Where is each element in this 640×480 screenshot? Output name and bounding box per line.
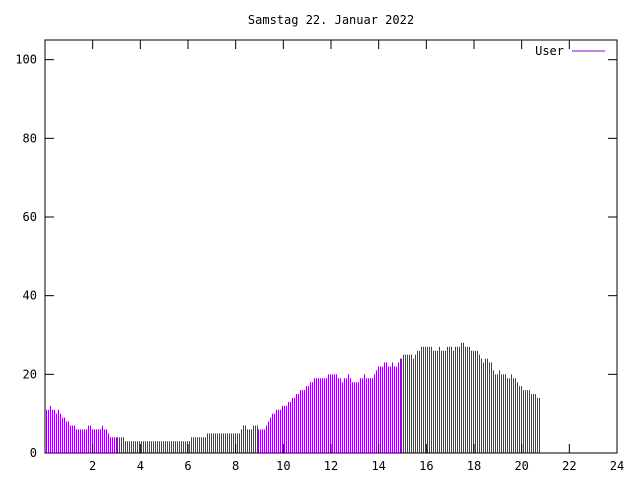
x-tick-label: 14 xyxy=(371,459,385,473)
chart-title: Samstag 22. Januar 2022 xyxy=(248,13,414,27)
y-tick-label: 40 xyxy=(23,289,37,303)
x-tick-label: 10 xyxy=(276,459,290,473)
x-tick-label: 24 xyxy=(610,459,624,473)
y-tick-label: 80 xyxy=(23,131,37,145)
x-tick-label: 8 xyxy=(232,459,239,473)
y-tick-label: 0 xyxy=(30,446,37,460)
x-tick-label: 2 xyxy=(89,459,96,473)
x-tick-label: 12 xyxy=(324,459,338,473)
y-tick-label: 60 xyxy=(23,210,37,224)
x-tick-label: 4 xyxy=(137,459,144,473)
y-tick-label: 100 xyxy=(15,53,37,67)
bars-group xyxy=(46,342,540,453)
legend-label-user: User xyxy=(535,44,564,58)
y-tick-label: 20 xyxy=(23,367,37,381)
x-tick-label: 6 xyxy=(184,459,191,473)
x-tick-label: 16 xyxy=(419,459,433,473)
x-axis: 2 4 6 8 10 12 14 16 18 20 22 24 xyxy=(89,40,624,473)
x-tick-label: 18 xyxy=(467,459,481,473)
legend: User xyxy=(535,44,605,58)
x-tick-label: 20 xyxy=(514,459,528,473)
y-axis: 0 20 40 60 80 100 xyxy=(15,53,617,460)
x-tick-label: 22 xyxy=(562,459,576,473)
